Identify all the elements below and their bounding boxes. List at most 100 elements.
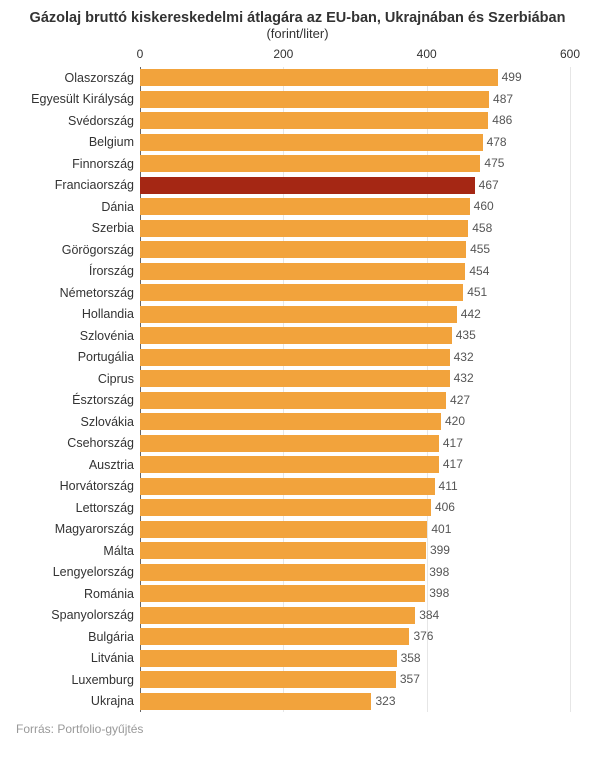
bar: 427: [140, 392, 446, 409]
plot-area: 0 200 400 600 Olaszország499Egyesült Király…: [140, 47, 585, 712]
value-label: 451: [463, 284, 487, 301]
bar-row: Írország454: [140, 261, 570, 283]
bar-row: Bulgária376: [140, 626, 570, 648]
x-axis-tick: 0: [137, 47, 144, 61]
bar: 467: [140, 177, 475, 194]
bar: 451: [140, 284, 463, 301]
category-label: Finnország: [12, 157, 140, 171]
bar-row: Spanyolország384: [140, 605, 570, 627]
category-label: Németország: [12, 286, 140, 300]
bar: 399: [140, 542, 426, 559]
category-label: Csehország: [12, 436, 140, 450]
category-label: Szerbia: [12, 221, 140, 235]
x-axis-tick: 400: [417, 47, 437, 61]
value-label: 358: [397, 650, 421, 667]
bar: 417: [140, 456, 439, 473]
value-label: 460: [470, 198, 494, 215]
value-label: 435: [452, 327, 476, 344]
category-label: Hollandia: [12, 307, 140, 321]
bar-row: Ciprus432: [140, 368, 570, 390]
value-label: 398: [425, 585, 449, 602]
bar-row: Szlovénia435: [140, 325, 570, 347]
value-label: 478: [483, 134, 507, 151]
bar-row: Szerbia458: [140, 218, 570, 240]
value-label: 487: [489, 91, 513, 108]
bar-row: Észtország427: [140, 390, 570, 412]
bar-row: Finnország475: [140, 153, 570, 175]
category-label: Magyarország: [12, 522, 140, 536]
value-label: 432: [450, 370, 474, 387]
chart-subtitle: (forint/liter): [10, 26, 585, 41]
category-label: Ausztria: [12, 458, 140, 472]
bar: 499: [140, 69, 498, 86]
category-label: Szlovénia: [12, 329, 140, 343]
bar-row: Luxemburg357: [140, 669, 570, 691]
value-label: 475: [480, 155, 504, 172]
bar: 442: [140, 306, 457, 323]
bars-region: Olaszország499Egyesült Királyság487Svédo…: [140, 67, 570, 712]
value-label: 454: [465, 263, 489, 280]
value-label: 323: [371, 693, 395, 710]
bar-row: Hollandia442: [140, 304, 570, 326]
bar: 478: [140, 134, 483, 151]
chart-source: Forrás: Portfolio-gyűjtés: [16, 722, 585, 736]
bar-row: Portugália432: [140, 347, 570, 369]
bar-row: Litvánia358: [140, 648, 570, 670]
x-axis-tick: 200: [273, 47, 293, 61]
bar: 458: [140, 220, 468, 237]
value-label: 467: [475, 177, 499, 194]
bar-row: Románia398: [140, 583, 570, 605]
category-label: Olaszország: [12, 71, 140, 85]
x-axis-tick: 600: [560, 47, 580, 61]
value-label: 458: [468, 220, 492, 237]
title-block: Gázolaj bruttó kiskereskedelmi átlagára …: [10, 10, 585, 41]
bar: 455: [140, 241, 466, 258]
bar-row: Málta399: [140, 540, 570, 562]
bar: 401: [140, 521, 427, 538]
bar: 420: [140, 413, 441, 430]
gridline: [570, 67, 571, 712]
value-label: 401: [427, 521, 451, 538]
value-label: 442: [457, 306, 481, 323]
bar-row: Olaszország499: [140, 67, 570, 89]
bar: 475: [140, 155, 480, 172]
value-label: 399: [426, 542, 450, 559]
bar-row: Dánia460: [140, 196, 570, 218]
category-label: Spanyolország: [12, 608, 140, 622]
bar: 398: [140, 564, 425, 581]
bar-row: Magyarország401: [140, 519, 570, 541]
bar-row: Horvátország411: [140, 476, 570, 498]
value-label: 398: [425, 564, 449, 581]
bar-row: Ausztria417: [140, 454, 570, 476]
bar: 384: [140, 607, 415, 624]
value-label: 455: [466, 241, 490, 258]
value-label: 486: [488, 112, 512, 129]
bar-row: Görögország455: [140, 239, 570, 261]
bar: 406: [140, 499, 431, 516]
value-label: 432: [450, 349, 474, 366]
category-label: Belgium: [12, 135, 140, 149]
category-label: Portugália: [12, 350, 140, 364]
category-label: Lettország: [12, 501, 140, 515]
bar: 411: [140, 478, 435, 495]
bar-row: Svédország486: [140, 110, 570, 132]
bar-row: Szlovákia420: [140, 411, 570, 433]
category-label: Lengyelország: [12, 565, 140, 579]
bar: 454: [140, 263, 465, 280]
category-label: Egyesült Királyság: [12, 92, 140, 106]
value-label: 417: [439, 435, 463, 452]
category-label: Bulgária: [12, 630, 140, 644]
bar: 487: [140, 91, 489, 108]
bar: 358: [140, 650, 397, 667]
bar: 432: [140, 349, 450, 366]
category-label: Ciprus: [12, 372, 140, 386]
category-label: Dánia: [12, 200, 140, 214]
bar: 357: [140, 671, 396, 688]
value-label: 499: [498, 69, 522, 86]
category-label: Horvátország: [12, 479, 140, 493]
category-label: Luxemburg: [12, 673, 140, 687]
bar-row: Belgium478: [140, 132, 570, 154]
chart-container: Gázolaj bruttó kiskereskedelmi átlagára …: [0, 0, 605, 757]
bar: 432: [140, 370, 450, 387]
value-label: 417: [439, 456, 463, 473]
